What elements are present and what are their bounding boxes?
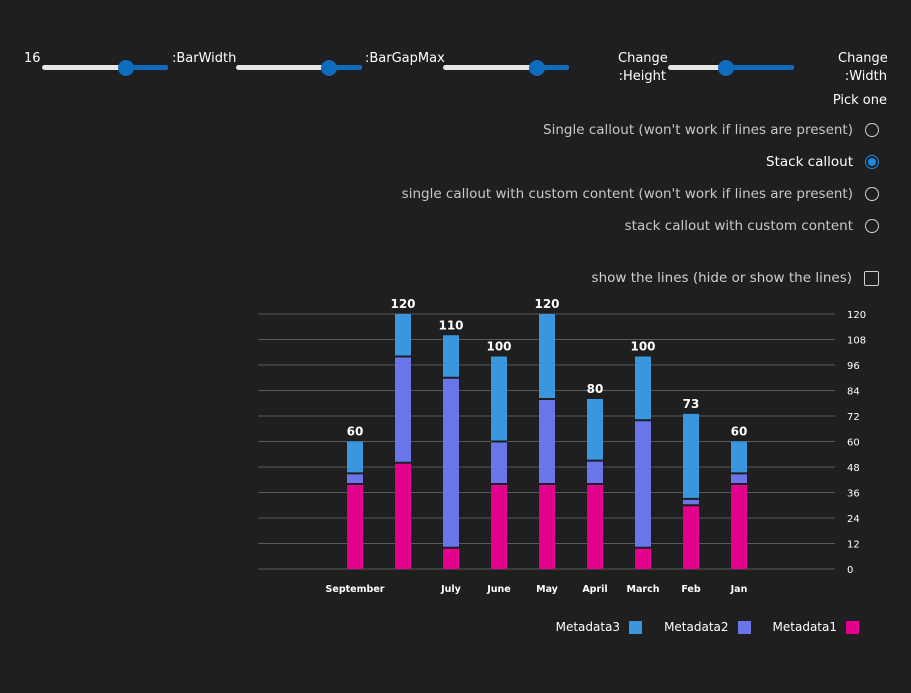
pick-one-title: Pick one [832,93,887,108]
x-tick-label: Feb [681,584,701,595]
legend-label: Metadata2 [664,620,729,634]
bar-segment-metadata3 [635,356,651,421]
bar-segment-metadata2 [587,460,603,484]
bar-total-label: 120 [390,297,415,311]
legend-swatch [629,620,643,634]
option-single-callout-custom[interactable]: single callout with custom content (won'… [402,186,879,202]
chart-legend: Metadata3 Metadata2 Metadata1 [556,620,859,634]
bar-segment-metadata3 [347,441,363,474]
bar-segment-metadata1 [443,547,459,569]
option-label: single callout with custom content (won'… [401,186,853,202]
radio-button-checked[interactable] [865,155,879,169]
bar-total-label: 120 [534,297,559,311]
option-label: Stack callout [766,154,853,170]
bar-segment-metadata3 [539,314,555,399]
height-label-line2: :Height [618,69,666,84]
bar-segment-metadata2 [443,377,459,548]
height-slider[interactable] [668,58,794,78]
bar-total-label: 60 [347,425,364,439]
bar-segment-metadata2 [683,498,699,506]
option-label: stack callout with custom content [624,218,853,234]
y-tick-label: 120 [847,310,866,321]
y-tick-label: 24 [847,514,860,525]
y-tick-label: 48 [847,463,860,474]
legend-swatch [846,620,859,634]
y-tick-label: 0 [847,565,853,576]
show-lines-checkbox[interactable] [864,270,879,286]
legend-item-metadata2[interactable]: Metadata2 [664,620,751,634]
bar-segment-metadata3 [683,413,699,499]
option-label: Single callout (won't work if lines are … [543,122,853,138]
radio-button[interactable] [865,123,879,137]
bar-width-value: 16 [24,51,41,66]
bar-gap-slider[interactable] [236,58,362,78]
width-label-line1: Change [838,51,888,66]
show-lines-checkbox-row[interactable]: show the lines (hide or show the lines) [592,270,879,286]
bar-segment-metadata2 [395,356,411,463]
option-stack-callout-custom[interactable]: stack callout with custom content [625,218,879,234]
bar-segment-metadata3 [587,399,603,461]
x-tick-label: July [440,584,462,595]
x-tick-label: September [326,584,385,595]
bar-total-label: 60 [731,425,748,439]
width-label: Change :Width [838,51,888,84]
bar-segment-metadata2 [731,473,747,484]
y-tick-label: 84 [847,387,860,398]
y-tick-label: 60 [847,438,860,449]
x-tick-label: April [582,584,607,595]
legend-item-metadata1[interactable]: Metadata1 [773,620,859,634]
bar-total-label: 73 [683,397,700,411]
bar-gap-label: :BarGapMax [365,51,445,66]
height-label: Change :Height [618,51,668,84]
height-label-line1: Change [618,51,668,66]
bar-total-label: 100 [630,340,655,354]
legend-label: Metadata1 [772,620,837,634]
bar-segment-metadata3 [731,441,747,474]
bar-segment-metadata2 [539,399,555,484]
x-tick-label: Jan [730,584,748,595]
x-tick-label: May [536,584,559,595]
legend-label: Metadata3 [555,620,621,634]
checkbox-label: show the lines (hide or show the lines) [591,270,852,286]
bar-segment-metadata1 [683,505,699,569]
y-tick-label: 12 [847,540,860,551]
bar-segment-metadata1 [635,547,651,569]
bar-width-slider[interactable] [42,58,168,78]
bar-segment-metadata1 [731,484,747,569]
radio-button[interactable] [865,219,879,233]
bar-segment-metadata1 [539,484,555,569]
width-label-line2: :Width [844,69,887,84]
bar-width-label: :BarWidth [172,51,237,66]
bar-total-label: 80 [587,382,604,396]
y-tick-label: 96 [847,361,860,372]
bar-segment-metadata1 [491,484,507,569]
bar-total-label: 110 [438,318,463,332]
bar-segment-metadata2 [491,441,507,484]
bar-segment-metadata3 [443,335,459,378]
bar-segment-metadata3 [395,314,411,357]
option-stack-callout[interactable]: Stack callout [766,154,879,170]
legend-swatch [737,620,751,634]
bar-segment-metadata1 [395,462,411,569]
bar-segment-metadata2 [347,473,363,484]
bar-total-label: 100 [486,340,511,354]
bar-segment-metadata2 [635,420,651,548]
unlabeled-slider[interactable] [443,58,569,78]
y-tick-label: 36 [847,489,860,500]
y-tick-label: 108 [847,336,866,347]
radio-button[interactable] [865,187,879,201]
bar-segment-metadata1 [587,484,603,569]
y-tick-label: 72 [847,412,860,423]
x-tick-label: June [486,584,511,595]
legend-item-metadata3[interactable]: Metadata3 [555,620,643,634]
option-single-callout[interactable]: Single callout (won't work if lines are … [543,122,879,138]
x-tick-label: March [627,584,660,595]
bar-segment-metadata1 [347,484,363,569]
bar-segment-metadata3 [491,356,507,442]
